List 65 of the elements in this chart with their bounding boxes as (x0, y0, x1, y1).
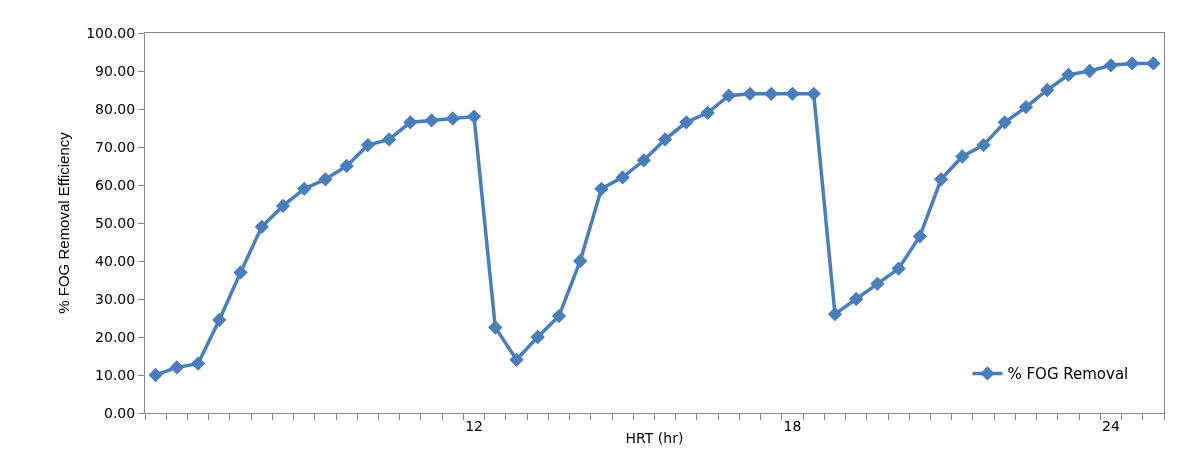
point (636, 153, 652, 168)
point (297, 181, 312, 196)
point (849, 291, 864, 307)
point (1125, 56, 1140, 71)
y-tick-label: 0.00 (104, 404, 136, 421)
point (615, 170, 630, 185)
point (381, 132, 397, 147)
point (339, 158, 354, 174)
point (891, 261, 906, 276)
point (509, 352, 524, 367)
point (403, 115, 418, 130)
point (212, 312, 227, 328)
point (955, 149, 970, 164)
point (1040, 82, 1055, 98)
y-tick-label: 60.00 (95, 176, 136, 193)
point (1061, 67, 1076, 82)
y-tick-label: 70.00 (95, 138, 136, 155)
x-tick-label: 24 (1102, 417, 1120, 434)
point (764, 86, 779, 101)
y-tick-label: 90.00 (95, 62, 136, 79)
point (466, 109, 482, 124)
point (679, 115, 694, 130)
y-tick-label: 20.00 (95, 328, 136, 345)
point (530, 329, 545, 345)
point (1146, 56, 1161, 71)
point (445, 111, 460, 126)
point (806, 86, 821, 101)
y-axis-title: % FOG Removal Efficiency (55, 131, 73, 314)
point (1018, 99, 1034, 115)
point (1082, 63, 1097, 79)
point (573, 253, 588, 269)
y-tick-label: 10.00 (95, 366, 136, 383)
point (233, 265, 248, 280)
point (785, 86, 800, 101)
point (551, 308, 567, 324)
y-tick-label: 80.00 (95, 100, 136, 117)
point (742, 86, 758, 101)
point (594, 181, 609, 196)
point (721, 88, 736, 103)
point (976, 137, 991, 153)
point (318, 172, 333, 187)
point (657, 132, 673, 147)
point (827, 307, 843, 322)
point (190, 356, 206, 371)
point (933, 172, 949, 187)
point (254, 219, 269, 234)
point (275, 198, 291, 214)
point (700, 105, 715, 120)
point (148, 367, 163, 383)
point (870, 276, 885, 291)
point (360, 137, 376, 153)
y-tick-label: 100.00 (86, 24, 136, 41)
point (488, 320, 503, 335)
point (169, 360, 184, 375)
legend-label: % FOG Removal (1007, 365, 1129, 384)
point (1103, 58, 1119, 73)
point (424, 113, 439, 128)
y-tick-label: 50.00 (95, 214, 136, 231)
x-axis-title: HRT (hr) (625, 430, 684, 447)
point (997, 115, 1012, 130)
point (912, 229, 928, 244)
x-tick-label: 12 (465, 417, 483, 434)
y-tick-label: 30.00 (95, 290, 136, 307)
x-tick-label: 18 (783, 417, 802, 434)
y-tick-label: 40.00 (95, 252, 136, 269)
